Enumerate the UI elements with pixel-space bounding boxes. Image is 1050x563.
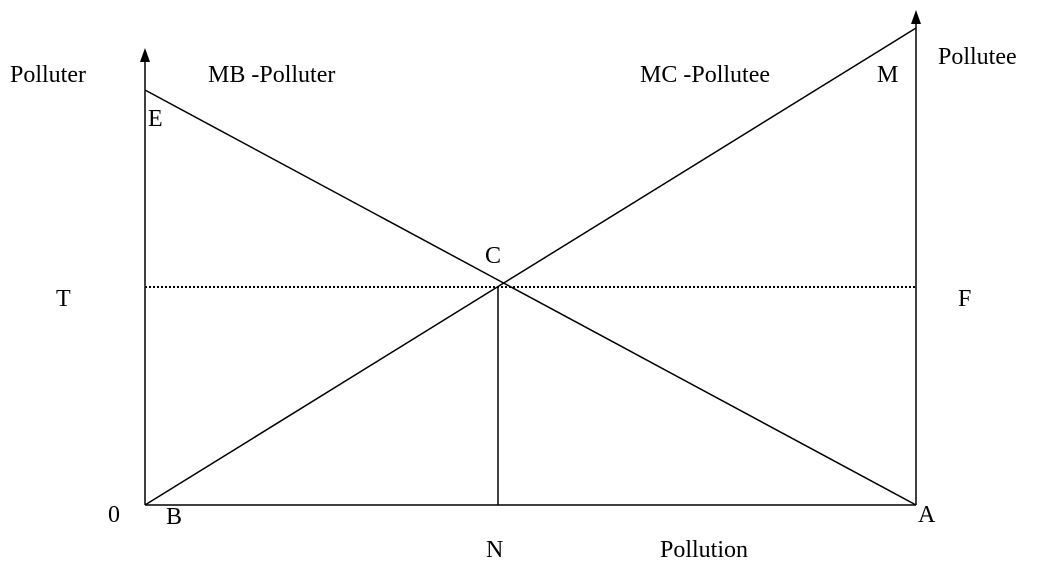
point-label: F (958, 286, 971, 312)
mb-label: MB -Polluter (208, 62, 335, 88)
point-label: C (485, 243, 501, 269)
point-label: T (56, 286, 71, 312)
mb-line (144, 89, 917, 506)
mc-label: MC -Pollutee (640, 62, 770, 88)
x-label: Pollution (660, 537, 748, 563)
point-label: E (148, 106, 163, 132)
mc-line (144, 27, 917, 506)
right-arrow (911, 10, 921, 24)
point-label: A (918, 502, 936, 528)
point-label: N (486, 537, 503, 563)
left-label: Polluter (10, 62, 86, 88)
right-label: Pollutee (938, 44, 1017, 70)
point-label: 0 (108, 502, 120, 528)
point-label: B (166, 504, 182, 530)
left-arrow (140, 48, 150, 62)
point-label: M (877, 62, 898, 88)
